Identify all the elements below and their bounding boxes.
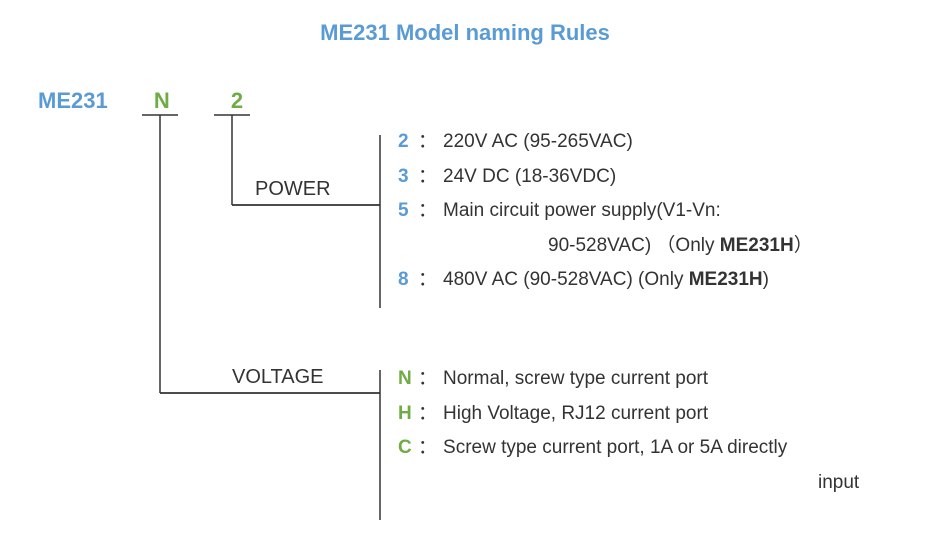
- option-text: 220V AC (95-265VAC): [443, 128, 633, 157]
- option-row: 3：24V DC (18-36VDC): [398, 163, 918, 192]
- model-voltage-code: N: [154, 88, 170, 114]
- model-base: ME231: [38, 88, 108, 114]
- option-row-wrap: 90-528VAC) （Only ME231H）: [398, 232, 918, 261]
- option-row: H：High Voltage, RJ12 current port: [398, 400, 918, 429]
- option-row: N：Normal, screw type current port: [398, 365, 918, 394]
- option-wrap-text: input: [398, 469, 859, 498]
- option-row: 5：Main circuit power supply(V1-Vn:: [398, 197, 918, 226]
- option-text: 24V DC (18-36VDC): [443, 163, 616, 192]
- option-colon: ：: [418, 266, 437, 295]
- model-code-line: ME231 N 2: [38, 88, 243, 114]
- option-text: Main circuit power supply(V1-Vn:: [443, 197, 721, 226]
- option-code: 3: [398, 163, 416, 192]
- option-code: 5: [398, 197, 416, 226]
- power-section-label: POWER: [255, 178, 331, 201]
- option-code: H: [398, 400, 416, 429]
- option-row: 2：220V AC (95-265VAC): [398, 128, 918, 157]
- option-colon: ：: [418, 128, 437, 157]
- option-colon: ：: [418, 434, 437, 463]
- option-row-wrap: input: [398, 469, 918, 498]
- option-code: 8: [398, 266, 416, 295]
- option-row: 8：480V AC (90-528VAC) (Only ME231H): [398, 266, 918, 295]
- voltage-options-list: N：Normal, screw type current portH：High …: [398, 365, 918, 503]
- option-code: 2: [398, 128, 416, 157]
- option-colon: ：: [418, 365, 437, 394]
- option-code: N: [398, 365, 416, 394]
- option-text: Screw type current port, 1A or 5A direct…: [443, 434, 787, 463]
- option-code: C: [398, 434, 416, 463]
- option-text: 480V AC (90-528VAC) (Only ME231H): [443, 266, 769, 295]
- option-text: High Voltage, RJ12 current port: [443, 400, 708, 429]
- voltage-section-label: VOLTAGE: [232, 366, 324, 389]
- option-colon: ：: [418, 400, 437, 429]
- option-colon: ：: [418, 163, 437, 192]
- power-options-list: 2：220V AC (95-265VAC)3：24V DC (18-36VDC)…: [398, 128, 918, 301]
- option-colon: ：: [418, 197, 437, 226]
- page-title: ME231 Model naming Rules: [320, 20, 610, 46]
- option-text: Normal, screw type current port: [443, 365, 708, 394]
- model-power-code: 2: [231, 88, 243, 114]
- option-row: C：Screw type current port, 1A or 5A dire…: [398, 434, 918, 463]
- option-wrap-text: 90-528VAC) （Only ME231H）: [398, 232, 813, 261]
